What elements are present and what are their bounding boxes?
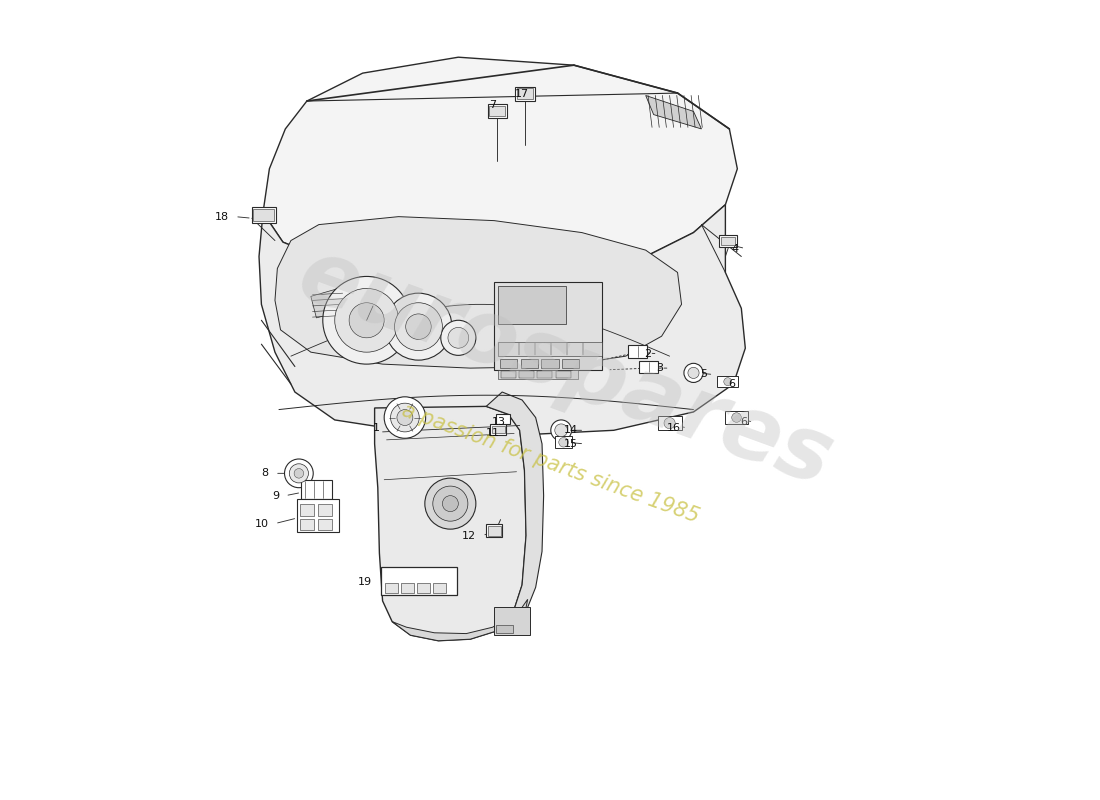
Text: 12: 12 [462,530,476,541]
Circle shape [395,302,442,350]
Text: 14: 14 [564,426,578,435]
Bar [491,424,506,435]
Text: 6: 6 [740,418,747,427]
Bar [498,342,602,356]
Text: 11: 11 [486,429,499,438]
Text: 4: 4 [732,243,739,254]
Bar [299,518,314,530]
Text: 13: 13 [492,418,506,427]
Circle shape [664,418,675,429]
Bar [385,583,398,593]
Bar [499,358,517,368]
Bar [562,358,580,368]
Circle shape [688,367,700,378]
Bar [299,505,314,515]
Bar [496,414,510,424]
Bar [487,104,507,118]
Bar [554,436,572,448]
Bar [492,426,505,434]
Text: 18: 18 [214,212,229,222]
Text: 6: 6 [728,379,735,389]
Text: 7: 7 [488,100,496,110]
Bar [519,370,535,378]
Circle shape [334,288,398,352]
Circle shape [322,277,410,364]
Circle shape [442,496,459,512]
Bar [490,106,505,116]
Text: 3: 3 [657,363,663,373]
Bar [517,88,534,99]
Circle shape [684,363,703,382]
Circle shape [732,413,741,422]
Text: 15: 15 [564,439,578,449]
Bar [494,282,602,370]
Circle shape [397,410,412,426]
Text: eurospares: eurospares [287,231,845,505]
Polygon shape [392,599,528,641]
Bar [486,524,503,537]
Circle shape [385,293,452,360]
Bar [537,370,552,378]
Bar [658,416,682,430]
Text: 16: 16 [667,423,681,433]
Polygon shape [311,288,344,318]
Bar [498,370,578,379]
Circle shape [441,320,476,355]
Circle shape [289,464,308,483]
Circle shape [349,302,384,338]
Bar [725,411,748,424]
Polygon shape [646,95,702,129]
Bar [301,480,331,499]
Bar [500,370,516,378]
Bar [541,358,559,368]
Circle shape [432,486,468,521]
Circle shape [551,420,572,441]
Circle shape [724,378,732,386]
Circle shape [559,438,569,447]
Circle shape [448,327,469,348]
Polygon shape [486,392,543,617]
Text: 5: 5 [700,370,707,379]
Bar [719,235,737,247]
Bar [496,625,514,633]
Bar [318,518,332,530]
Bar [432,583,446,593]
Bar [252,207,276,223]
Bar [628,345,647,358]
Bar [253,209,274,222]
Circle shape [390,403,419,432]
Polygon shape [258,205,746,435]
Text: 10: 10 [254,518,268,529]
Polygon shape [375,406,526,641]
Text: 17: 17 [515,89,529,99]
Bar [318,505,332,515]
Bar [520,358,538,368]
Text: 2: 2 [645,349,651,358]
Circle shape [554,424,568,437]
Bar [417,583,430,593]
Circle shape [425,478,476,529]
Circle shape [406,314,431,339]
Bar [717,376,738,387]
Text: 8: 8 [262,468,268,478]
Text: a passion for parts since 1985: a passion for parts since 1985 [398,401,702,527]
Bar [498,286,565,324]
Bar [556,370,571,378]
Bar [487,526,500,535]
Circle shape [285,459,314,488]
Bar [639,361,659,373]
Bar [297,499,339,532]
Polygon shape [275,217,682,368]
Text: 19: 19 [359,577,372,586]
Circle shape [294,469,304,478]
Polygon shape [263,57,737,274]
Bar [720,237,735,246]
Bar [381,567,456,595]
Text: 1: 1 [373,423,381,433]
Bar [494,607,530,635]
Bar [400,583,414,593]
Circle shape [384,397,426,438]
Text: 9: 9 [272,490,279,501]
Bar [515,86,535,101]
